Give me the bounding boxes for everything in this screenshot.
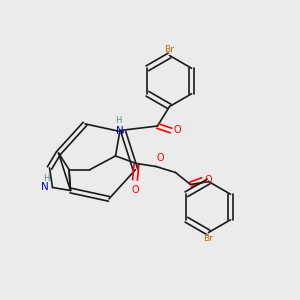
Text: N: N (41, 182, 49, 193)
Text: O: O (131, 185, 139, 195)
Text: O: O (173, 125, 181, 136)
Text: O: O (205, 175, 212, 185)
Text: H: H (43, 174, 49, 183)
Text: O: O (157, 153, 164, 163)
Text: N: N (116, 125, 124, 136)
Text: Br: Br (165, 45, 174, 54)
Text: H: H (115, 116, 122, 125)
Text: Br: Br (204, 234, 213, 243)
